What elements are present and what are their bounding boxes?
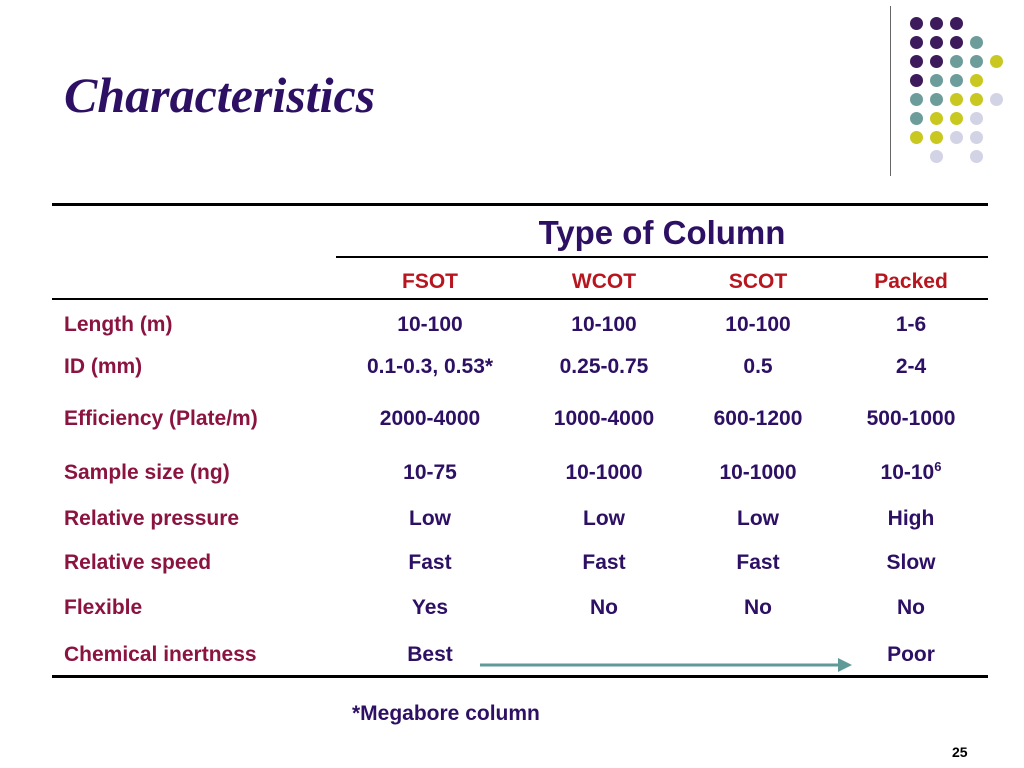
table-cell: Slow xyxy=(886,551,936,574)
dot xyxy=(930,112,943,125)
table-cell-exponent: 10-106 xyxy=(836,459,986,485)
table-cell: 0.25-0.75 xyxy=(559,355,649,378)
row-label: Chemical inertness xyxy=(64,643,257,666)
dot xyxy=(970,74,983,87)
row-label: Flexible xyxy=(64,596,143,619)
footnote: *Megabore column xyxy=(352,702,540,725)
dot xyxy=(930,36,943,49)
slide-title: Characteristics xyxy=(64,67,376,123)
column-group-header: Type of Column xyxy=(538,214,786,251)
table-cell: No xyxy=(590,596,618,619)
table-cell: Fast xyxy=(736,551,780,574)
dot xyxy=(950,131,963,144)
table-cell: 2-4 xyxy=(895,355,927,378)
table-cell: Fast xyxy=(582,551,626,574)
decorative-divider xyxy=(890,6,891,176)
dot xyxy=(950,112,963,125)
row-label: Length (m) xyxy=(64,313,173,336)
dot xyxy=(950,93,963,106)
value-base: 10-10 xyxy=(880,461,935,484)
row-label: Efficiency (Plate/m) xyxy=(64,407,258,430)
row-label: ID (mm) xyxy=(64,355,143,378)
dot xyxy=(970,93,983,106)
trend-arrow-icon xyxy=(480,658,852,672)
table-cell: 500-1000 xyxy=(866,407,956,430)
dot xyxy=(910,74,923,87)
dot xyxy=(970,36,983,49)
dot xyxy=(950,36,963,49)
table-cell: 10-75 xyxy=(403,461,457,484)
table-cell: 2000-4000 xyxy=(379,407,481,430)
dot xyxy=(910,112,923,125)
table-cell: High xyxy=(887,507,935,530)
dot xyxy=(930,55,943,68)
table-cell: Low xyxy=(583,507,625,530)
row-label: Sample size (ng) xyxy=(64,461,230,484)
dot xyxy=(950,74,963,87)
dot xyxy=(930,93,943,106)
table-cell: 0.1-0.3, 0.53* xyxy=(366,355,494,378)
dot xyxy=(930,131,943,144)
table-cell: 10-100 xyxy=(397,313,463,336)
row-label: Relative pressure xyxy=(64,507,240,530)
dot xyxy=(910,17,923,30)
dot xyxy=(970,131,983,144)
dot xyxy=(930,74,943,87)
dot xyxy=(930,17,943,30)
table-cell: Best xyxy=(407,643,453,666)
header-bottom-rule xyxy=(52,298,988,300)
dot xyxy=(910,131,923,144)
dot xyxy=(910,55,923,68)
table-cell: 1000-4000 xyxy=(553,407,655,430)
table-cell: No xyxy=(744,596,772,619)
table-top-rule xyxy=(52,203,988,206)
column-header-wcot: WCOT xyxy=(571,270,637,293)
dot xyxy=(970,55,983,68)
table-cell: Poor xyxy=(887,643,935,666)
table-cell: 10-1000 xyxy=(565,461,643,484)
row-label: Relative speed xyxy=(64,551,212,574)
column-header-scot: SCOT xyxy=(728,270,788,293)
table-cell: 10-1000 xyxy=(719,461,797,484)
table-cell: Yes xyxy=(411,596,449,619)
table-cell: 600-1200 xyxy=(713,407,803,430)
dot xyxy=(910,93,923,106)
dot xyxy=(970,150,983,163)
table-cell: Low xyxy=(409,507,451,530)
table-cell: Fast xyxy=(408,551,452,574)
dot xyxy=(910,36,923,49)
page-number: 25 xyxy=(952,744,968,760)
dot xyxy=(990,55,1003,68)
dot xyxy=(930,150,943,163)
table-bottom-rule xyxy=(52,675,988,678)
table-cell: 10-100 xyxy=(571,313,637,336)
table-cell: Low xyxy=(737,507,779,530)
dot xyxy=(970,112,983,125)
table-cell: 0.5 xyxy=(743,355,773,378)
group-header-rule xyxy=(336,256,988,258)
table-cell: 1-6 xyxy=(895,313,927,336)
dot xyxy=(990,93,1003,106)
column-header-fsot: FSOT xyxy=(402,270,458,293)
dot xyxy=(950,17,963,30)
value-exponent: 6 xyxy=(934,459,942,474)
column-header-packed: Packed xyxy=(874,270,948,293)
decorative-dot-grid xyxy=(900,8,1010,168)
dot xyxy=(950,55,963,68)
table-cell: 10-100 xyxy=(725,313,791,336)
table-cell: No xyxy=(897,596,925,619)
